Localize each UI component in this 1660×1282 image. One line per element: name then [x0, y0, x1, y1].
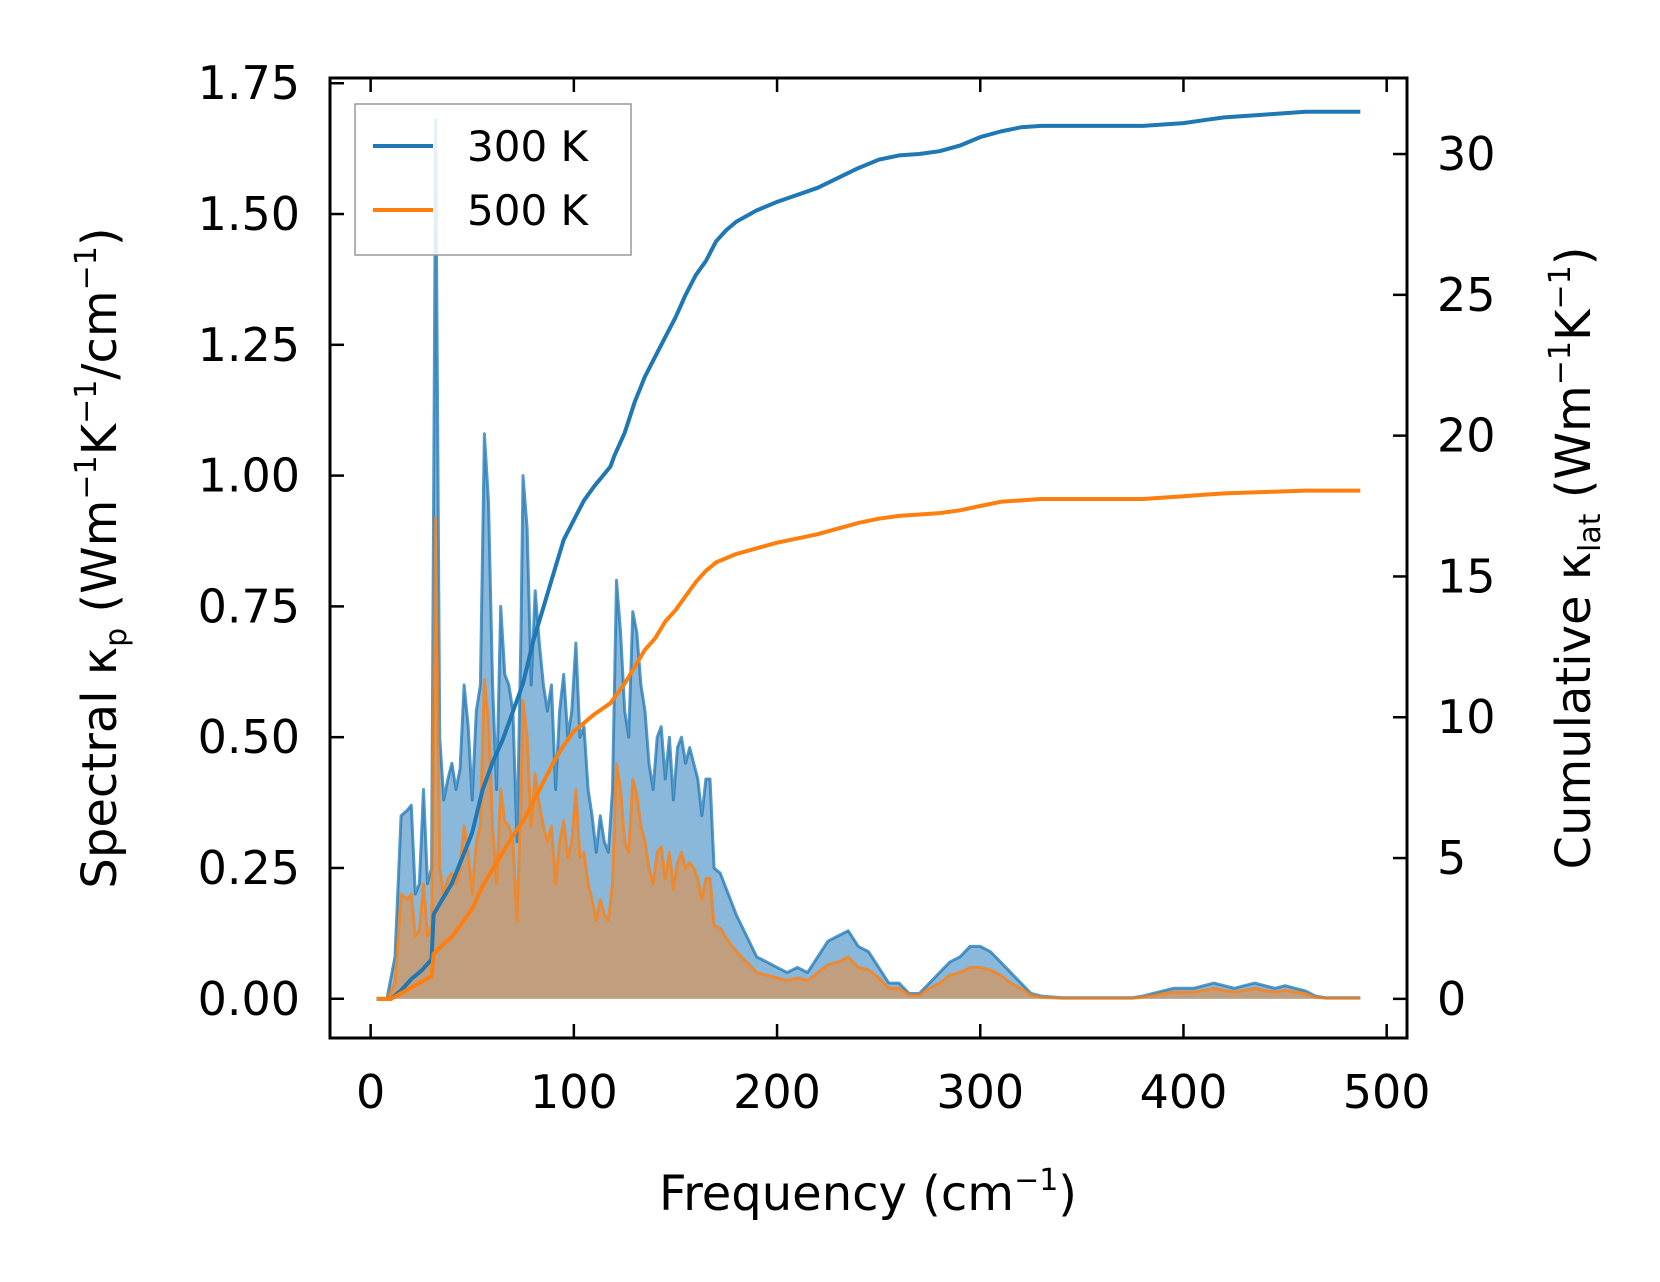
plot-frame [328, 76, 1409, 1040]
spectral-fills [376, 119, 1361, 999]
x-axis-ticks: 0 100 200 300 400 500 [356, 78, 1431, 1119]
plot-area [376, 109, 1361, 1001]
y-right-tick-label: 15 [1437, 549, 1496, 603]
y-left-tick-label: 0.00 [198, 972, 300, 1026]
x-axis-title: Frequency (cm−1) [659, 1163, 1077, 1222]
y-right-tick-label: 10 [1437, 690, 1496, 744]
y-right-tick-label: 0 [1437, 972, 1466, 1026]
y-left-axis-title: Spectral κp (Wm−1K−1/cm−1) [69, 227, 134, 888]
spectral-fill-300k [376, 119, 1361, 999]
x-tick-label: 300 [936, 1065, 1024, 1119]
legend-label-500k: 500 K [467, 186, 590, 235]
cumulative-lines [376, 109, 1361, 1001]
legend-label-300k: 300 K [467, 122, 590, 171]
cumulative-line-300k [376, 109, 1361, 1001]
y-right-tick-label: 20 [1437, 409, 1496, 463]
y-left-axis-ticks: 0.00 0.25 0.50 0.75 1.00 1.25 1.50 1.75 [198, 56, 344, 1026]
y-left-tick-label: 1.00 [198, 449, 300, 503]
x-tick-label: 200 [733, 1065, 821, 1119]
x-tick-label: 400 [1140, 1065, 1228, 1119]
x-tick-label: 100 [530, 1065, 618, 1119]
cumulative-line-500k [376, 488, 1361, 1001]
legend-box [354, 103, 632, 256]
x-tick-label: 0 [356, 1065, 385, 1119]
y-right-axis-title: Cumulative κlat (Wm−1K−1) [1543, 247, 1608, 870]
y-right-tick-label: 30 [1437, 127, 1496, 181]
y-left-tick-label: 0.75 [198, 579, 300, 633]
spectral-fill-500k [376, 517, 1361, 999]
y-right-axis-ticks: 0 5 10 15 20 25 30 [1393, 127, 1496, 1026]
y-left-tick-label: 1.50 [198, 187, 300, 241]
y-right-tick-label: 5 [1437, 831, 1466, 885]
y-left-tick-label: 1.75 [198, 56, 300, 110]
y-right-tick-label: 25 [1437, 268, 1496, 322]
y-left-tick-label: 1.25 [198, 318, 300, 372]
x-tick-label: 500 [1343, 1065, 1431, 1119]
y-left-tick-label: 0.25 [198, 841, 300, 895]
spectral-lines [376, 118, 1361, 1001]
y-left-tick-label: 0.50 [198, 710, 300, 764]
spectral-line-500k [376, 516, 1361, 1001]
legend: 300 K 500 K [354, 103, 632, 256]
